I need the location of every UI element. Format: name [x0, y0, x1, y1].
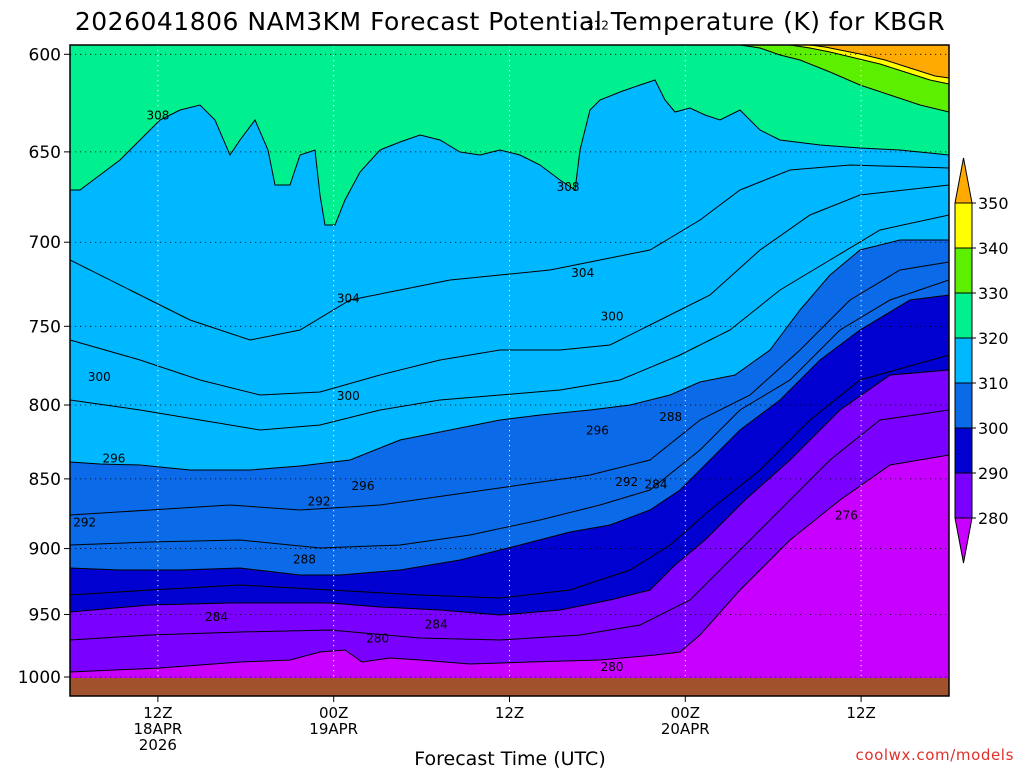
isentrope-contour [739, 45, 949, 113]
contour-label: 300 [337, 389, 360, 403]
colorbar-label: 330 [978, 284, 1009, 303]
x-tick-label: 20APR [661, 720, 710, 738]
contour-label: 296 [352, 479, 375, 493]
y-tick-label: 800 [29, 396, 61, 416]
y-axis: 2503003504004505005506006507007508008509… [18, 45, 70, 688]
isentrope-contour [70, 409, 949, 641]
contour-label: 312 [586, 19, 609, 33]
x-tick-label: 12Z [143, 704, 172, 722]
isentrope-contour [70, 79, 949, 226]
y-tick-label: 850 [29, 470, 61, 490]
x-tick-label: 2026 [139, 736, 177, 754]
contour-label: 292 [615, 475, 638, 489]
colorbar-label: 350 [978, 194, 1009, 213]
colorbar-upper-triangle [954, 157, 973, 204]
isentrope-contour [70, 184, 949, 396]
colorbar-label: 310 [978, 374, 1009, 393]
contour-label: 288 [659, 410, 682, 424]
contour-label: 296 [586, 424, 609, 438]
x-axis-label: Forecast Time (UTC) [414, 748, 605, 768]
colorbar: 280 290 300 310 320 330 340 350 [954, 157, 1009, 564]
isentrope-contour [70, 261, 949, 516]
colorbar-segment [954, 337, 973, 384]
y-tick-label: 750 [29, 317, 61, 337]
contour-label: 284 [645, 478, 668, 492]
x-tick-label: 12Z [846, 704, 875, 722]
contour-label: 308 [557, 180, 580, 194]
isentrope-contour [70, 354, 949, 599]
x-tick-label: 18APR [133, 720, 182, 738]
y-tick-label: 650 [29, 143, 61, 163]
contour-label: 296 [102, 452, 125, 466]
y-tick-label: 700 [29, 233, 61, 253]
colorbar-segment [954, 472, 973, 519]
isentrope-contour [70, 164, 949, 341]
contour-label: 280 [601, 660, 624, 674]
colorbar-label: 340 [978, 239, 1009, 258]
isentrope-contour [70, 279, 949, 549]
contour-label: 284 [425, 618, 448, 632]
x-tick-label: 19APR [309, 720, 358, 738]
colorbar-lower-triangle [954, 517, 973, 564]
colorbar-label: 320 [978, 329, 1009, 348]
contour-label: 304 [571, 266, 594, 280]
contour-label: 280 [366, 632, 389, 646]
contour-lines [70, 45, 949, 673]
isentrope-contour [70, 454, 949, 673]
contour-label: 276 [835, 509, 858, 523]
y-tick-label: 950 [29, 605, 61, 625]
isentrope-contour [789, 45, 949, 85]
colorbar-label: 280 [978, 509, 1009, 528]
x-tick-label: 00Z [671, 704, 700, 722]
band-above-350 [810, 45, 949, 78]
contour-label: 304 [337, 291, 360, 305]
y-tick-label: 600 [29, 45, 61, 65]
contour-label: 300 [601, 310, 624, 324]
terrain-strip [70, 678, 949, 696]
time-gridlines [157, 45, 862, 696]
x-tick-label: 00Z [319, 704, 348, 722]
contour-label: 288 [293, 552, 316, 566]
contour-label: 292 [73, 516, 96, 530]
credit-text: coolwx.com/models [856, 746, 1015, 764]
colorbar-segment [954, 247, 973, 294]
contour-label: 292 [308, 495, 331, 509]
contour-label: 284 [205, 610, 228, 624]
chart-title: 2026041806 NAM3KM Forecast Potential Tem… [75, 7, 945, 36]
isentrope-contour [809, 45, 949, 79]
y-tick-label: 1000 [18, 668, 61, 688]
contour-labels: 3323283283243243203203163163123083083083… [73, 19, 858, 675]
isentrope-contour [70, 294, 949, 576]
x-tick-label: 12Z [495, 704, 524, 722]
isentrope-contour [70, 369, 949, 616]
y-tick-label: 900 [29, 540, 61, 560]
colorbar-label: 300 [978, 419, 1009, 438]
contour-label: 300 [88, 370, 111, 384]
colorbar-segment [954, 382, 973, 429]
colorbar-label: 290 [978, 464, 1009, 483]
colorbar-segment [954, 427, 973, 474]
isentrope-contour [70, 214, 949, 431]
colorbar-segment [954, 292, 973, 339]
colorbar-segment [954, 202, 973, 249]
isentrope-contour [70, 239, 949, 471]
contour-label: 308 [146, 109, 169, 123]
